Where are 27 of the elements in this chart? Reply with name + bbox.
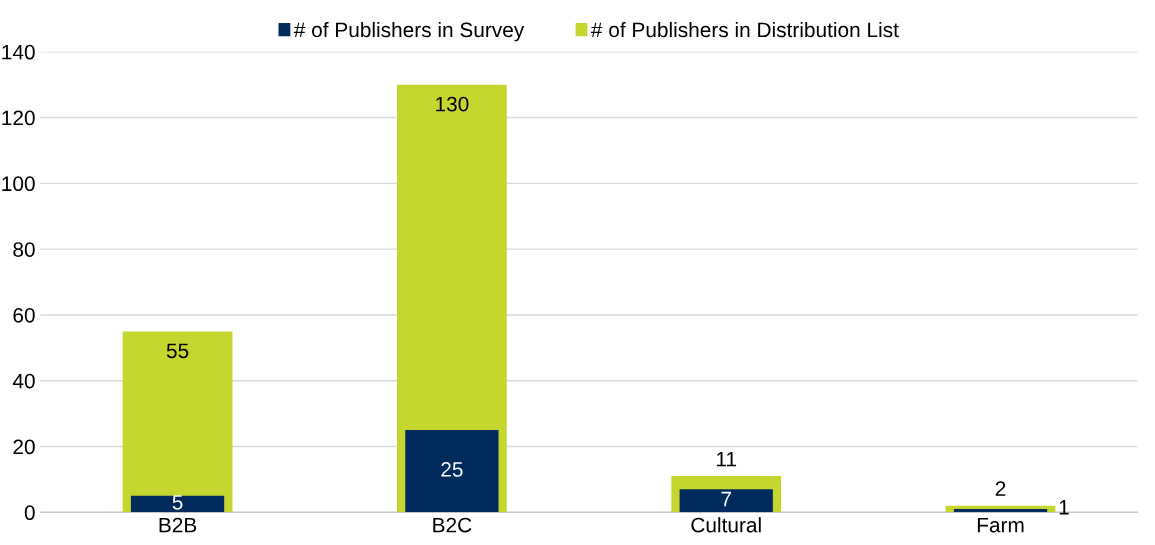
legend-label: # of Publishers in Survey xyxy=(293,21,525,42)
y-tick-label: 20 xyxy=(13,439,35,455)
data-label: 1 xyxy=(1059,500,1069,515)
data-label: 130 xyxy=(436,96,469,112)
bar xyxy=(679,489,773,513)
bar xyxy=(122,331,233,513)
y-tick-label: 80 xyxy=(13,242,35,257)
y-tick-label: 60 xyxy=(13,307,35,323)
y-tick-label: 0 xyxy=(24,505,35,521)
y-tick-label: 100 xyxy=(2,176,35,192)
data-label: 5 xyxy=(172,495,183,510)
x-tick-label: B2B xyxy=(159,517,197,533)
legend-label: # of Publishers in Distribution List xyxy=(590,21,899,38)
x-tick-label: Farm xyxy=(977,517,1024,533)
y-tick-label: 140 xyxy=(2,44,35,60)
data-label: 55 xyxy=(166,343,189,359)
bar xyxy=(953,509,1048,513)
bar xyxy=(130,495,225,513)
data-label: 2 xyxy=(995,481,1006,496)
data-label: 7 xyxy=(721,491,731,507)
x-tick-label: Cultural xyxy=(691,517,761,533)
y-tick-label: 40 xyxy=(12,373,35,389)
x-tick-label: B2C xyxy=(433,517,472,533)
data-label: 25 xyxy=(441,462,463,477)
bar xyxy=(405,430,499,513)
y-tick-label: 120 xyxy=(2,110,35,126)
data-label: 11 xyxy=(716,451,737,467)
